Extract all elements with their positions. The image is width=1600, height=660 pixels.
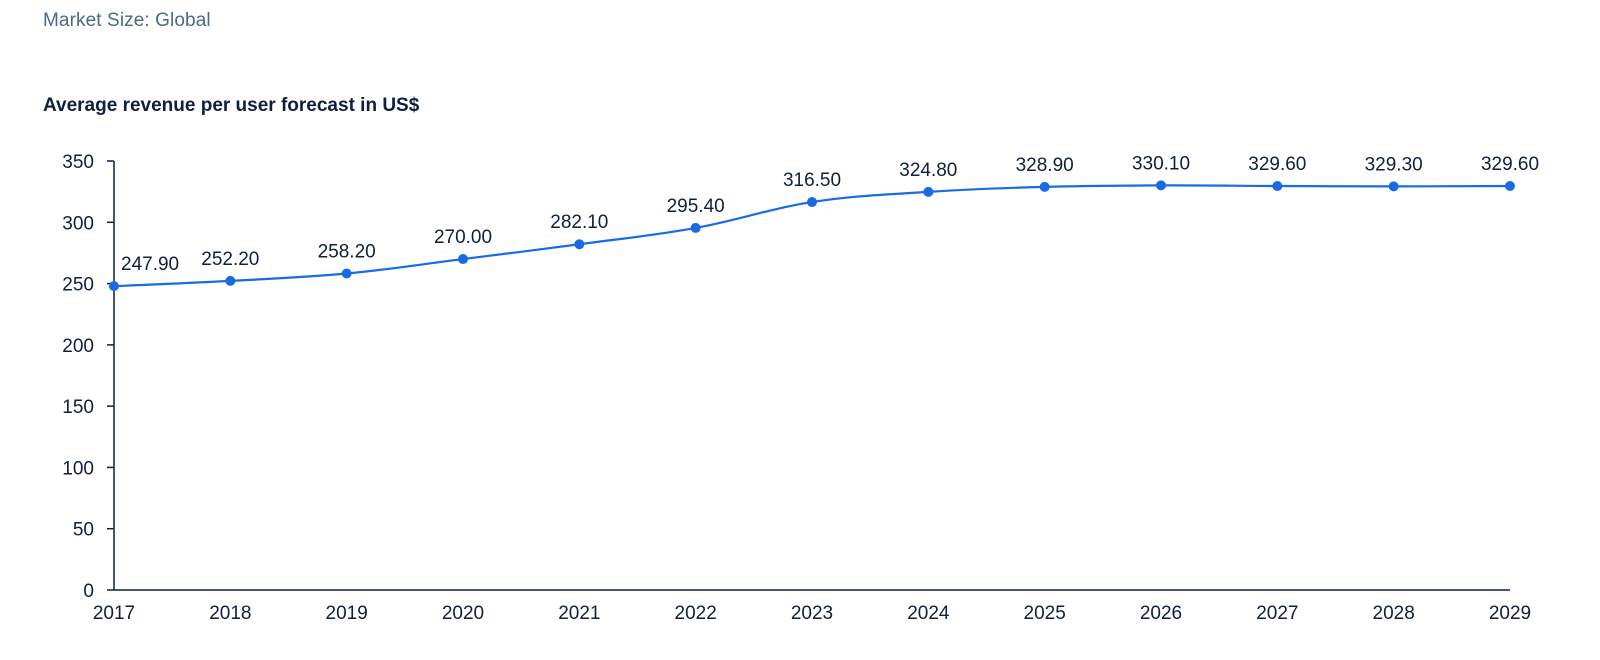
x-tick-label: 2028 bbox=[1373, 603, 1415, 624]
y-tick-label: 0 bbox=[83, 581, 94, 602]
data-label: 328.90 bbox=[1016, 155, 1074, 176]
chart-title: Average revenue per user forecast in US$ bbox=[43, 95, 420, 116]
data-label: 270.00 bbox=[434, 227, 492, 248]
x-tick-label: 2018 bbox=[209, 603, 251, 624]
data-label: 329.60 bbox=[1248, 154, 1306, 175]
data-point[interactable] bbox=[458, 254, 468, 265]
y-tick-label: 200 bbox=[62, 336, 94, 357]
x-tick-label: 2025 bbox=[1024, 603, 1066, 624]
data-label: 247.90 bbox=[121, 254, 179, 275]
y-tick-label: 50 bbox=[73, 520, 94, 541]
y-tick-label: 300 bbox=[62, 213, 94, 234]
data-label: 316.50 bbox=[783, 170, 841, 191]
x-tick-label: 2022 bbox=[675, 603, 717, 624]
y-axis: 0 50 100 150 200 250 300 350 bbox=[62, 152, 115, 602]
market-size-label: Market Size: Global bbox=[43, 10, 211, 31]
data-label: 329.30 bbox=[1365, 154, 1423, 175]
x-tick-label: 2021 bbox=[558, 603, 600, 624]
data-point[interactable] bbox=[109, 281, 119, 292]
x-tick-label: 2029 bbox=[1489, 603, 1531, 624]
x-tick-label: 2020 bbox=[442, 603, 484, 624]
x-tick-label: 2026 bbox=[1140, 603, 1182, 624]
data-point[interactable] bbox=[1505, 181, 1515, 192]
data-label: 282.10 bbox=[550, 212, 608, 233]
series-arpu bbox=[109, 180, 1515, 292]
y-tick-label: 350 bbox=[62, 152, 94, 173]
data-point[interactable] bbox=[1272, 181, 1283, 192]
data-point[interactable] bbox=[225, 275, 236, 286]
data-point[interactable] bbox=[807, 197, 817, 208]
y-tick-label: 100 bbox=[62, 458, 94, 479]
x-tick-label: 2027 bbox=[1256, 603, 1298, 624]
data-label: 324.80 bbox=[899, 160, 957, 181]
x-tick-label: 2019 bbox=[326, 603, 368, 624]
x-tick-label: 2023 bbox=[791, 603, 833, 624]
data-point[interactable] bbox=[690, 222, 701, 233]
data-point[interactable] bbox=[341, 268, 352, 279]
data-label: 330.10 bbox=[1132, 153, 1190, 174]
data-point[interactable] bbox=[1156, 180, 1166, 191]
data-labels: 247.90 252.20 258.20 270.00 282.10 295.40 316.… bbox=[121, 153, 1539, 275]
data-label: 295.40 bbox=[667, 196, 725, 217]
data-point[interactable] bbox=[1039, 181, 1050, 192]
x-tick-label: 2024 bbox=[907, 603, 950, 624]
data-point[interactable] bbox=[574, 239, 585, 250]
data-label: 329.60 bbox=[1481, 154, 1539, 175]
x-axis: 2017 2018 2019 2020 2021 2022 2023 2024 2025 2026… bbox=[93, 589, 1531, 624]
y-tick-label: 150 bbox=[62, 397, 94, 418]
data-label: 258.20 bbox=[318, 242, 376, 263]
y-tick-label: 250 bbox=[62, 275, 94, 296]
data-label: 252.20 bbox=[201, 249, 259, 270]
data-point[interactable] bbox=[1388, 181, 1399, 192]
x-tick-label: 2017 bbox=[93, 603, 135, 624]
data-point[interactable] bbox=[923, 186, 934, 197]
